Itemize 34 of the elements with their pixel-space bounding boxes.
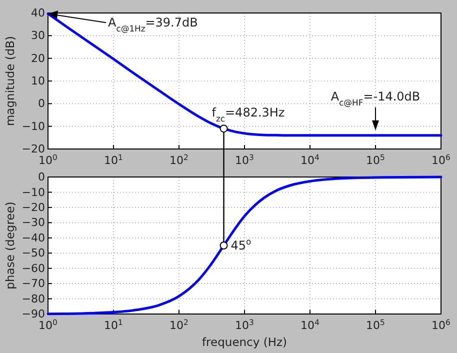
y-tick-label: −30: [22, 216, 45, 230]
y-tick-label: 30: [31, 29, 45, 42]
y-tick-label: −20: [22, 200, 45, 214]
annotation: f$_{zc}$=482.3Hz: [212, 106, 285, 124]
y-tick-label: −50: [22, 246, 45, 260]
x-tick-label: 10$^{1}$: [104, 318, 124, 332]
y-tick-label: 40: [31, 6, 45, 20]
x-tick-label: 10$^{3}$: [235, 152, 254, 168]
y-tick-label: −80: [22, 292, 45, 306]
y-tick-label: −70: [22, 277, 45, 290]
y-tick-label: 20: [31, 52, 45, 65]
x-tick-label: 10$^{5}$: [366, 152, 386, 168]
x-tick-label: 10$^{3}$: [235, 318, 254, 332]
y-tick-label: −10: [22, 186, 45, 199]
y-tick-label: −60: [22, 262, 45, 275]
x-tick-label: 10$^{6}$: [432, 152, 451, 168]
y-tick-label: −10: [22, 120, 45, 133]
x-tick-label: 10$^{5}$: [366, 318, 386, 332]
annotation: A$_{c@HF}$=-14.0dB: [330, 89, 420, 108]
x-tick-label: 10$^{2}$: [170, 318, 189, 332]
y-axis-title: phase (degree): [3, 202, 17, 290]
x-tick-label: 10$^{6}$: [432, 318, 451, 332]
x-tick-label: 10$^{4}$: [300, 318, 320, 332]
x-tick-label: 10$^{4}$: [300, 152, 320, 168]
y-tick-label: 0: [38, 170, 45, 184]
y-tick-label: 0: [38, 97, 45, 110]
x-tick-label: 10$^{2}$: [170, 152, 189, 168]
x-tick-label: 10$^{1}$: [104, 152, 124, 168]
y-tick-label: −40: [22, 231, 45, 244]
y-tick-label: 10: [31, 74, 45, 88]
x-axis-title: frequency (Hz): [202, 335, 287, 349]
annotation: A$_{c@1Hz}$=39.7dB: [108, 16, 198, 34]
annotation: 45$^{o}$: [230, 236, 252, 252]
y-axis-title: magnitude (dB): [3, 36, 17, 126]
